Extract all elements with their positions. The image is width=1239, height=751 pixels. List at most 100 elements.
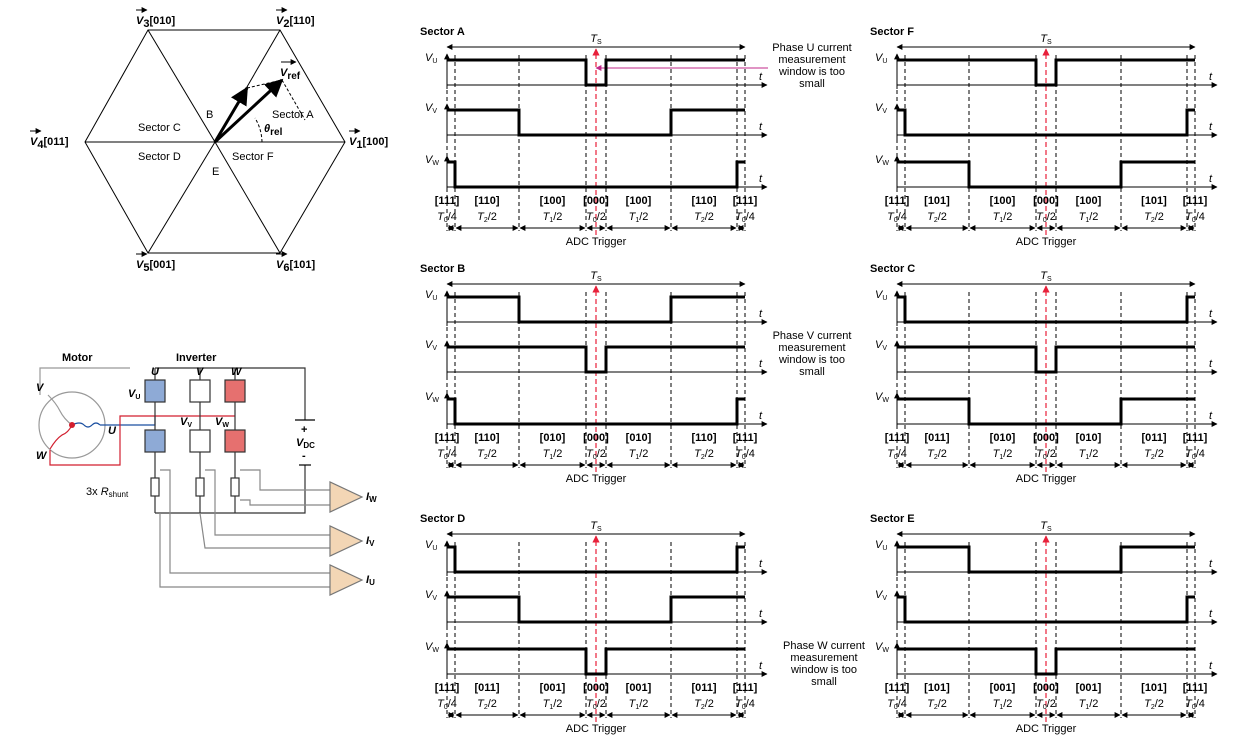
note-line: Phase W current [783, 640, 865, 652]
text-part: /2 [1047, 698, 1056, 710]
phase-w-wire [49, 415, 235, 466]
state-label: [010] [626, 432, 652, 444]
text-part: T [1036, 448, 1044, 460]
text-part: 3 [143, 18, 149, 30]
text-part: T [586, 211, 594, 223]
state-label: [100] [990, 195, 1016, 207]
phase-v-wire [39, 367, 130, 395]
text-part: U [432, 58, 437, 65]
text-part: V [215, 416, 224, 428]
spoke [214, 141, 281, 254]
text-part: /2 [639, 698, 648, 710]
spoke [147, 29, 216, 143]
waveform [897, 647, 1195, 676]
note-line: small [799, 366, 825, 378]
text-part: T [1079, 698, 1087, 710]
text-part: S [1047, 276, 1052, 283]
state-label: [111] [1183, 195, 1208, 207]
adc-trigger-label: ADC Trigger [1016, 473, 1077, 485]
text-part: R [101, 486, 109, 498]
vdc-label: VDC [296, 437, 315, 450]
text-part: 0 [742, 704, 746, 711]
time-axis-label: t [759, 308, 763, 320]
text-part: /2 [553, 448, 562, 460]
interval-label: T2/2 [694, 448, 714, 461]
text-part: W [882, 160, 889, 167]
note-line: measurement [790, 652, 857, 664]
signal-label: VU [425, 539, 437, 552]
text-part: T [590, 270, 598, 282]
current-label: IU [366, 574, 375, 587]
waveform [447, 545, 745, 574]
text-part: /2 [1089, 211, 1098, 223]
state-label: [111] [733, 682, 758, 694]
text-part: 2 [484, 217, 488, 224]
text-part: 0 [444, 454, 448, 461]
text-part: T [629, 448, 637, 460]
dashed-guide [246, 79, 283, 89]
text-part: 0 [894, 217, 898, 224]
interval-label: T0/4 [437, 211, 457, 224]
text-part: [110] [289, 15, 314, 27]
text-part: U [882, 58, 887, 65]
text-part: /4 [448, 211, 457, 223]
phase-label: U [151, 366, 160, 378]
text-part: V [875, 52, 884, 64]
note-line: Phase U current [772, 42, 851, 54]
text-part: /2 [488, 448, 497, 460]
signal-label: VU [875, 289, 887, 302]
text-part: 4 [37, 139, 44, 151]
text-part: T [694, 211, 702, 223]
period-label: TS [590, 33, 602, 46]
state-label: [010] [990, 432, 1016, 444]
interval-label: T2/2 [477, 698, 497, 711]
voltage-label: VU [128, 388, 140, 401]
text-part: 0 [894, 704, 898, 711]
text-part: /4 [448, 448, 457, 460]
time-axis-label: t [759, 608, 763, 620]
text-part: /2 [597, 698, 606, 710]
interval-label: T0/2 [1036, 211, 1056, 224]
state-label: [101] [1141, 195, 1167, 207]
text-part: T [1079, 211, 1087, 223]
interval-label: T1/2 [993, 211, 1013, 224]
time-axis-label: t [1209, 308, 1213, 320]
text-part: T [590, 33, 598, 45]
hexagon [84, 29, 346, 254]
state-label: [111] [885, 195, 910, 207]
waveform [897, 595, 1195, 624]
state-label: [000] [1033, 195, 1059, 207]
state-label: [111] [1183, 682, 1208, 694]
interval-label: T2/2 [694, 211, 714, 224]
text-part: V [369, 539, 375, 548]
text-part: T [735, 211, 743, 223]
text-part: /2 [1047, 448, 1056, 460]
state-label: [111] [1183, 432, 1208, 444]
interval-label: T2/2 [694, 698, 714, 711]
text-part: 1 [635, 454, 639, 461]
text-part: I [366, 574, 370, 586]
text-part: T [437, 211, 445, 223]
text-part: T [437, 448, 445, 460]
state-label: [010] [1076, 432, 1102, 444]
state-label: [100] [540, 195, 566, 207]
interval-label: T2/2 [477, 448, 497, 461]
vector-label: V6[101] [276, 259, 315, 274]
state-label: [101] [924, 195, 950, 207]
text-part: /4 [746, 211, 755, 223]
text-part: V [425, 102, 434, 114]
text-part: 0 [1043, 704, 1047, 711]
voltage-label: VW [215, 416, 229, 429]
note-line: window is too [778, 354, 845, 366]
interval-label: T0/2 [586, 448, 606, 461]
text-part: I [366, 491, 370, 503]
sense-wire [240, 469, 330, 491]
interval-label: T1/2 [993, 448, 1013, 461]
state-label: [011] [1141, 432, 1166, 444]
text-part: 1 [999, 454, 1003, 461]
time-axis-label: t [759, 121, 763, 133]
text-part: V [276, 259, 285, 271]
text-part: /2 [1003, 211, 1012, 223]
text-part: 0 [894, 454, 898, 461]
dashed-guide [281, 79, 306, 121]
